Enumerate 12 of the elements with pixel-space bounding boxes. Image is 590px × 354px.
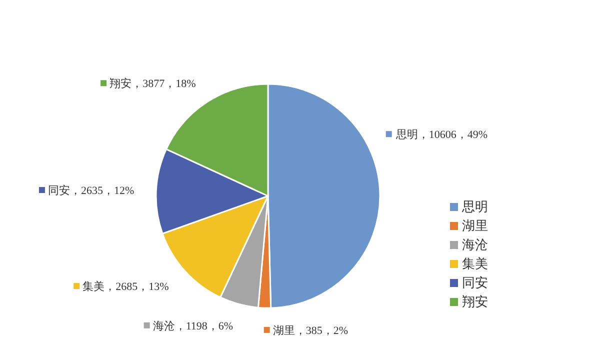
legend-label: 集美	[462, 256, 488, 271]
data-label: 思明，10606，49%	[394, 129, 488, 142]
legend-label: 翔安	[462, 294, 488, 309]
legend-label: 同安	[462, 275, 488, 290]
data-label: 海沧，1198，6%	[152, 320, 234, 332]
data-label: 同安，2635，12%	[48, 184, 134, 198]
legend-label: 思明	[461, 199, 488, 214]
data-label: 翔安，3877，18%	[110, 77, 196, 90]
data-label: 集美，2685，13%	[82, 280, 169, 294]
legend-label: 海沧	[462, 237, 488, 252]
legend-label: 湖里	[462, 218, 488, 233]
data-label: 湖里，385，2%	[272, 324, 348, 337]
